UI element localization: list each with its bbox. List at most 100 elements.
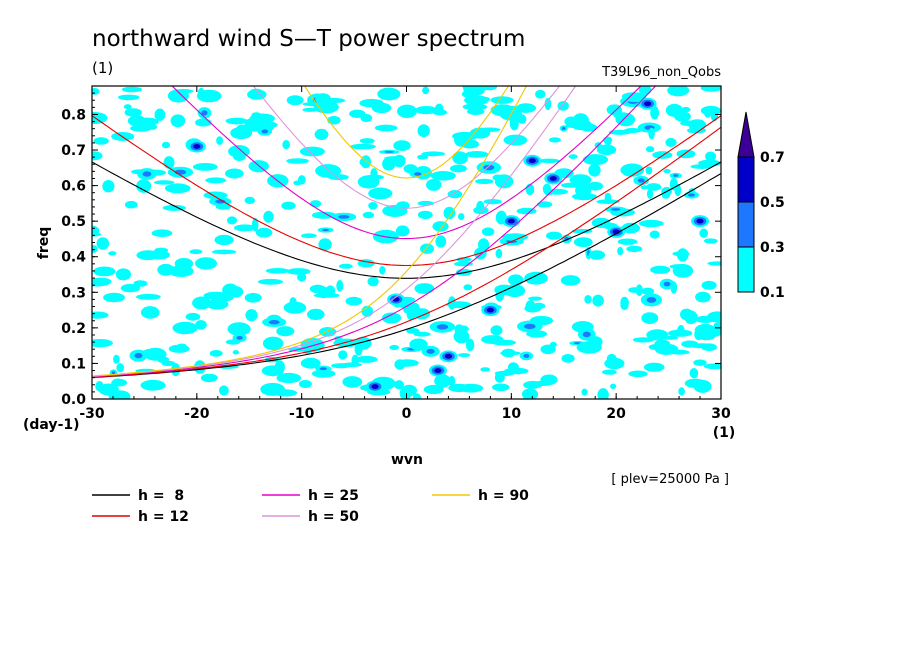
- contour-patch: [582, 154, 609, 166]
- dispersion-curves: [92, 86, 721, 379]
- contour-patch: [368, 187, 393, 200]
- contour-patch: [206, 298, 229, 310]
- contour-patch: [632, 337, 655, 343]
- contour-patch: [617, 246, 624, 256]
- contour-patch: [540, 374, 558, 386]
- contour-patch: [462, 86, 487, 91]
- contour-patch: [676, 248, 689, 262]
- contour-patch: [154, 108, 166, 121]
- contour-patch: [245, 309, 258, 322]
- contour-patch: [434, 103, 444, 115]
- contour-patch-mid: [134, 352, 143, 359]
- contour-patch: [690, 164, 713, 170]
- contour-patch: [689, 368, 699, 379]
- curve-h12-mode0: [92, 126, 721, 378]
- contour-patch: [397, 104, 417, 119]
- x-tick-label: 10: [502, 406, 522, 422]
- contour-patch-mid: [236, 336, 243, 340]
- contour-patch: [478, 238, 490, 252]
- contour-patch: [283, 301, 307, 314]
- contour-patch-mid: [111, 371, 116, 375]
- legend-label-h90: h = 90: [478, 488, 529, 504]
- contour-patch: [374, 124, 398, 132]
- contour-patch: [669, 264, 688, 270]
- contour-patch: [395, 359, 419, 367]
- contour-patch: [394, 380, 404, 390]
- contour-patch-mid: [201, 110, 208, 116]
- contour-patch: [678, 387, 685, 396]
- hotspot-level-2: [507, 218, 515, 224]
- plot-area: [92, 86, 721, 399]
- contour-patch: [298, 380, 312, 388]
- contour-patch: [92, 245, 98, 253]
- contour-patch: [395, 225, 410, 237]
- contour-patch: [650, 265, 671, 274]
- contour-patch: [406, 328, 420, 334]
- contour-patch: [490, 96, 514, 104]
- contour-patch: [203, 291, 229, 300]
- contour-patch: [136, 179, 152, 193]
- contour-patch: [133, 280, 148, 287]
- contour-patch: [362, 211, 375, 219]
- contour-patch: [588, 164, 601, 177]
- run-label: T39L96_non_Qobs: [601, 65, 721, 80]
- contour-patch: [92, 339, 113, 348]
- contour-patch: [681, 340, 699, 348]
- contour-patch-mid: [436, 324, 449, 330]
- contour-patch: [521, 388, 539, 399]
- contour-patch: [546, 231, 563, 240]
- colorbar: 0.7 0.5 0.3 0.1: [737, 111, 785, 301]
- y-tick-label: 0.1: [61, 356, 86, 372]
- x-tick-label: 0: [402, 406, 412, 422]
- contour-patch: [480, 367, 491, 372]
- contour-patch: [606, 353, 617, 364]
- contour-patch: [370, 168, 378, 180]
- contour-patch: [130, 124, 152, 132]
- spectrum-contours: [92, 86, 721, 399]
- y-tick-label: 0.2: [61, 321, 86, 337]
- contour-patch: [286, 95, 304, 106]
- contour-patch: [379, 266, 386, 275]
- legend-label-h25: h = 25: [308, 488, 359, 504]
- y-axis-unit: (day-1): [23, 417, 80, 433]
- contour-patch: [315, 164, 342, 178]
- contour-patch-mid: [319, 367, 327, 371]
- contour-patch: [616, 112, 636, 127]
- contour-patch: [713, 322, 721, 328]
- contour-patch: [462, 103, 488, 111]
- contour-patch: [635, 284, 643, 297]
- contour-patch: [262, 336, 284, 351]
- contour-patch: [654, 339, 671, 348]
- contour-patch: [423, 384, 444, 395]
- contour-patch: [670, 281, 678, 294]
- contour-patch: [596, 199, 620, 204]
- contour-patch: [393, 140, 411, 152]
- colorbar-segment: [737, 156, 755, 203]
- contour-patch: [163, 156, 175, 169]
- contour-patch: [592, 294, 604, 307]
- contour-patch: [507, 362, 519, 372]
- spectrum-hotspots: [187, 97, 710, 393]
- contour-patch: [123, 104, 132, 110]
- contour-patch: [501, 348, 516, 358]
- contour-patch: [524, 271, 548, 285]
- colorbar-label: 0.1: [760, 285, 785, 301]
- contour-patch: [345, 296, 363, 306]
- contour-patch-mid: [646, 297, 657, 303]
- contour-patch: [93, 137, 109, 145]
- contour-patch: [135, 117, 159, 127]
- contour-patch: [646, 329, 669, 341]
- contour-patch: [452, 131, 478, 141]
- contour-patch: [116, 363, 124, 373]
- contour-patch-mid: [610, 208, 621, 211]
- contour-patch: [92, 311, 109, 319]
- contour-patch: [263, 210, 274, 223]
- contour-patch: [297, 272, 307, 282]
- contour-patch: [596, 144, 617, 156]
- curve-h90-mode1: [303, 86, 510, 179]
- contour-patch: [111, 378, 127, 387]
- contour-patch: [389, 345, 400, 350]
- contour-patch: [301, 233, 317, 238]
- contour-patch: [172, 321, 198, 335]
- contour-patch: [628, 370, 648, 378]
